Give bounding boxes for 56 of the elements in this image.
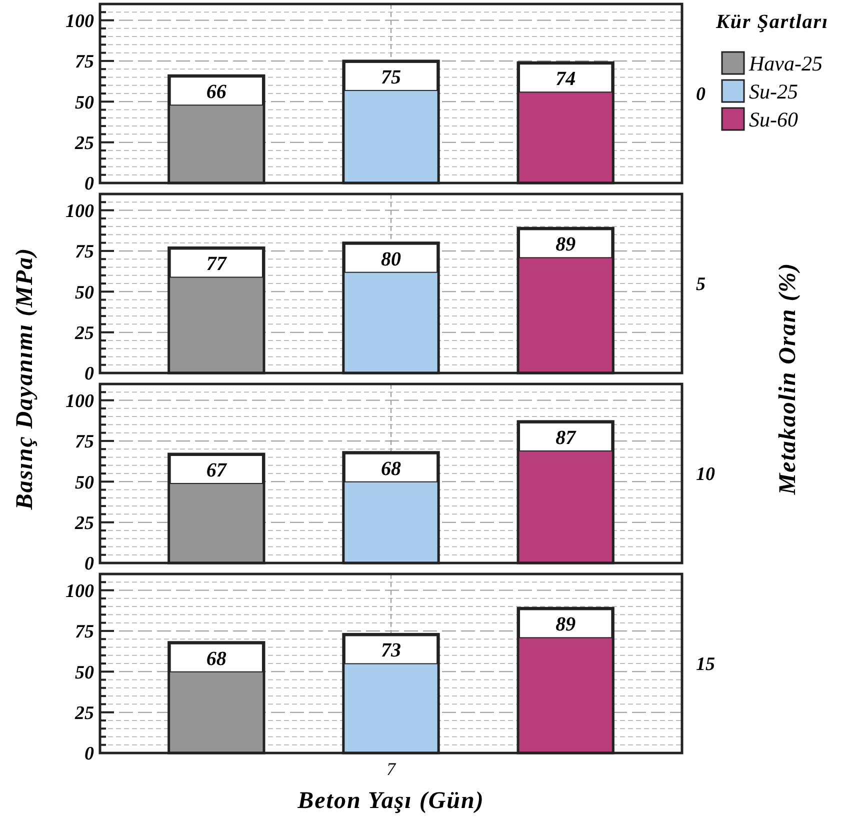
value-label-box: 75 bbox=[344, 62, 438, 91]
y-axis-title: Basınç Dayanımı (MPa) bbox=[12, 247, 38, 511]
y-tick-label: 25 bbox=[74, 322, 94, 344]
data-label: 74 bbox=[556, 68, 576, 90]
data-label: 89 bbox=[556, 614, 576, 636]
value-label-box: 68 bbox=[344, 453, 438, 482]
y-tick-label: 75 bbox=[75, 432, 94, 453]
value-label-box: 89 bbox=[519, 609, 612, 638]
y-tick-label: 75 bbox=[75, 52, 94, 73]
legend-label: Hava-25 bbox=[748, 51, 822, 76]
y-tick-label: 0 bbox=[84, 364, 94, 385]
data-label: 67 bbox=[206, 459, 228, 482]
data-label: 68 bbox=[381, 458, 401, 480]
y-tick-label: 25 bbox=[74, 702, 94, 724]
y-tick-label: 100 bbox=[66, 390, 94, 412]
value-label-box: 87 bbox=[519, 422, 612, 452]
text: 5 bbox=[696, 274, 706, 296]
text: 15 bbox=[696, 654, 716, 676]
y-tick-label: 75 bbox=[75, 622, 94, 643]
data-label: 66 bbox=[206, 81, 226, 104]
data-label: 87 bbox=[556, 426, 577, 449]
x-axis-title: Beton Yaşı (Gün) bbox=[296, 788, 484, 814]
y-tick-label: 100 bbox=[66, 10, 94, 32]
data-label: 77 bbox=[206, 253, 228, 276]
y-tick-label: 0 bbox=[84, 174, 94, 195]
y-tick-label: 75 bbox=[75, 242, 94, 263]
y-tick-label: 0 bbox=[84, 554, 94, 575]
y-tick-label: 25 bbox=[74, 512, 94, 534]
legend-label: Su-60 bbox=[749, 107, 798, 132]
value-label-box: 77 bbox=[170, 248, 263, 278]
data-label: 75 bbox=[381, 66, 401, 88]
data-label: 73 bbox=[381, 640, 401, 662]
value-label-box: 66 bbox=[170, 76, 263, 106]
y-tick-label: 100 bbox=[66, 200, 94, 222]
text: 0 bbox=[696, 84, 706, 106]
value-label-box: 89 bbox=[519, 229, 612, 258]
y-tick-label: 50 bbox=[75, 662, 94, 684]
value-label-box: 73 bbox=[344, 635, 438, 664]
data-label: 68 bbox=[206, 648, 226, 670]
value-label-box: 67 bbox=[170, 454, 263, 484]
value-label-box: 74 bbox=[519, 64, 612, 93]
x-tick-label: 7 bbox=[386, 759, 396, 779]
y-tick-label: 100 bbox=[66, 580, 94, 602]
y-tick-label: 50 bbox=[75, 472, 94, 494]
legend-label: Su-25 bbox=[749, 79, 798, 104]
y-tick-label: 25 bbox=[74, 132, 94, 154]
y-tick-label: 50 bbox=[75, 92, 94, 114]
y2-axis-title: Metakaolin Oran (%) bbox=[775, 262, 801, 496]
data-label: 80 bbox=[381, 248, 401, 270]
legend-title: Kür Şartları bbox=[715, 11, 829, 33]
value-label-box: 80 bbox=[344, 244, 438, 273]
y-tick-label: 50 bbox=[75, 282, 94, 304]
y-tick-label: 0 bbox=[84, 744, 94, 765]
text: 10 bbox=[696, 464, 716, 486]
value-label-box: 68 bbox=[170, 643, 263, 672]
data-label: 89 bbox=[556, 234, 576, 256]
